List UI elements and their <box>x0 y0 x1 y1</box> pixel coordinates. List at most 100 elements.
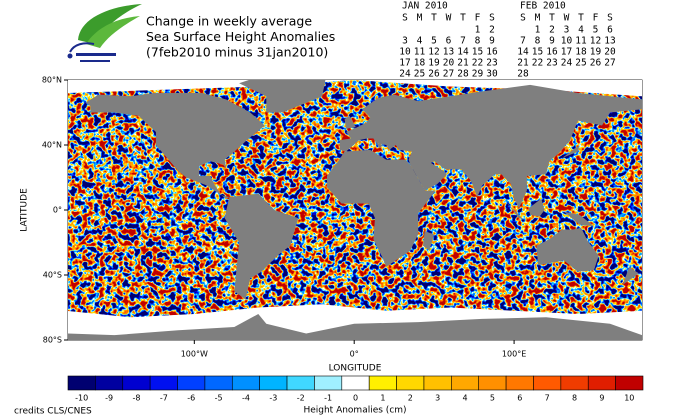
colorbar-label: 3 <box>435 394 440 403</box>
calendar-day: 15 <box>472 47 483 58</box>
y-tick-label: 0° <box>53 206 62 215</box>
calendar-month: JAN 2010 <box>402 1 448 12</box>
calendar-day: 25 <box>414 69 425 80</box>
colorbar-swatch <box>533 375 562 391</box>
colorbar-label: 5 <box>490 394 495 403</box>
calendar-day: 16 <box>546 47 558 58</box>
y-axis-label: LATITUDE <box>20 188 30 232</box>
colorbar-label: -3 <box>269 394 277 403</box>
calendar-day: 3 <box>564 25 570 36</box>
calendar-day: 26 <box>590 58 602 69</box>
calendar-day: 23 <box>486 58 497 69</box>
weekday: S <box>520 13 526 24</box>
calendar-day: 7 <box>520 36 526 47</box>
calendar-day: 18 <box>414 58 426 69</box>
calendar-day: 6 <box>446 36 452 47</box>
weekday: T <box>431 13 437 24</box>
x-tick-label: 100°E <box>502 350 526 359</box>
calendar-day: 8 <box>535 36 541 47</box>
x-axis-label: LONGITUDE <box>329 364 382 374</box>
sea-ice <box>68 80 642 97</box>
colorbar-swatch <box>314 375 343 391</box>
calendar-day: 1 <box>475 25 481 36</box>
colorbar-swatch <box>478 375 507 391</box>
colorbar-label: 4 <box>462 394 467 403</box>
calendar-day: 12 <box>428 47 439 58</box>
calendar-day: 15 <box>532 47 543 58</box>
calendar-day: 24 <box>561 58 573 69</box>
calendar-day: 4 <box>417 36 423 47</box>
north-america <box>85 93 265 199</box>
y-tick-label: 80°N <box>42 76 62 85</box>
colorbar-swatch <box>259 375 288 391</box>
calendar-day: 10 <box>561 36 573 47</box>
new-guinea <box>563 211 594 227</box>
africa <box>327 149 436 267</box>
antarctica <box>68 314 642 340</box>
colorbar-swatch <box>95 375 124 391</box>
y-tick-label: 40°N <box>42 141 62 150</box>
calendar-day: 5 <box>431 36 437 47</box>
calendar-day: 13 <box>443 47 454 58</box>
weekday: S <box>607 13 613 24</box>
weekday: S <box>489 13 495 24</box>
calendar-day: 14 <box>517 47 529 58</box>
calendar-day: 11 <box>414 47 426 58</box>
colorbar-swatch <box>286 375 315 391</box>
calendar-day: 16 <box>486 47 498 58</box>
calendar-day: 20 <box>604 47 616 58</box>
colorbar-label: -10 <box>75 394 88 403</box>
colorbar-label: -5 <box>215 394 223 403</box>
calendar-day: 29 <box>472 69 484 80</box>
weekday: F <box>475 13 481 24</box>
colorbar-label: -6 <box>187 394 195 403</box>
colorbar-swatch <box>615 375 644 391</box>
calendar-day: 9 <box>549 36 555 47</box>
colorbar-label: 8 <box>572 394 577 403</box>
colorbar-label: 10 <box>624 394 634 403</box>
colorbar-label: 1 <box>380 394 385 403</box>
calendar-day: 17 <box>561 47 572 58</box>
colorbar-label: -9 <box>105 394 113 403</box>
calendar-day: 9 <box>489 36 495 47</box>
colorbar-title: Height Anomalies (cm) <box>303 406 406 416</box>
calendar-day: 30 <box>486 69 498 80</box>
calendar-day: 2 <box>489 25 495 36</box>
calendar-day: 24 <box>399 69 411 80</box>
colorbar-swatch <box>423 375 452 391</box>
weekday: F <box>593 13 599 24</box>
colorbar-swatch <box>149 375 178 391</box>
colorbar-swatch <box>204 375 233 391</box>
logo <box>67 4 142 62</box>
weekday: T <box>460 13 466 24</box>
title-line: Sea Surface Height Anomalies <box>146 29 335 44</box>
calendar-day: 27 <box>604 58 615 69</box>
calendar-day: 19 <box>428 58 440 69</box>
calendar-month: FEB 2010 <box>520 1 566 12</box>
madagascar <box>423 231 435 251</box>
weekday: T <box>549 13 555 24</box>
colorbar-swatch <box>451 375 480 391</box>
australia <box>536 227 599 272</box>
weekday: S <box>402 13 408 24</box>
calendar-day: 14 <box>457 47 469 58</box>
weekday: W <box>446 13 452 24</box>
colorbar-label: -1 <box>324 394 332 403</box>
calendar-day: 7 <box>460 36 466 47</box>
colorbar-swatch <box>67 375 96 391</box>
colorbar-label: -7 <box>160 394 168 403</box>
colorbar-swatch <box>368 375 397 391</box>
x-tick-label: 0° <box>350 350 359 359</box>
new-zealand <box>622 266 639 285</box>
calendar-day: 17 <box>399 58 410 69</box>
japan <box>562 136 582 158</box>
calendar-day: 11 <box>575 36 587 47</box>
calendar-day: 22 <box>532 58 543 69</box>
weekday: T <box>578 13 584 24</box>
y-tick-label: 80°S <box>43 336 62 345</box>
title-line: (7feb2010 minus 31jan2010) <box>146 45 328 60</box>
title-line: Change in weekly average <box>146 14 312 29</box>
calendar-day: 8 <box>475 36 481 47</box>
calendar-day: 21 <box>517 58 529 69</box>
